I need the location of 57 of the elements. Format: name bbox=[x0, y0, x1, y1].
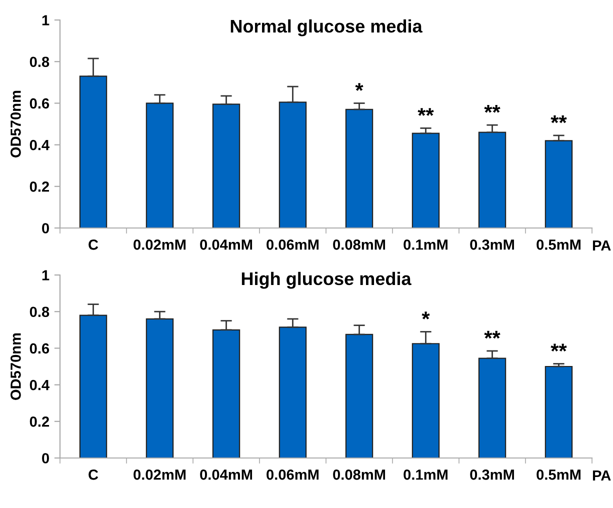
bar bbox=[478, 358, 506, 458]
x-tick-label: C bbox=[88, 469, 98, 480]
annotation: * bbox=[422, 312, 430, 320]
x-tick-label: 0.04mM bbox=[200, 239, 252, 250]
bar bbox=[412, 343, 440, 458]
x-tick-label: 0.5mM bbox=[536, 239, 580, 250]
x-tick-label: 0.1mM bbox=[404, 469, 448, 480]
y-tick-label: 0.2 bbox=[30, 416, 49, 427]
bar bbox=[146, 318, 174, 458]
bar bbox=[544, 140, 573, 228]
y-tick-label: 0.4 bbox=[30, 380, 50, 390]
y-tick-label: 1 bbox=[42, 270, 50, 280]
annotation: ** bbox=[418, 108, 434, 116]
bar bbox=[345, 108, 374, 228]
bar bbox=[412, 132, 440, 228]
y-tick-label: 0 bbox=[42, 223, 49, 234]
x-tick-label: 0.04mM bbox=[200, 469, 252, 480]
x-tick-label: 0.06mM bbox=[266, 469, 319, 480]
annotation: ** bbox=[550, 344, 567, 352]
x-axis-title: PA bbox=[592, 240, 611, 250]
bar bbox=[278, 102, 307, 228]
annotation: * bbox=[355, 83, 364, 91]
y-tick-label: 0.6 bbox=[30, 343, 50, 354]
x-tick-label: 0.08mM bbox=[333, 469, 386, 480]
annotation: ** bbox=[550, 115, 567, 124]
bar bbox=[478, 132, 506, 228]
y-tick-label: 0.8 bbox=[30, 306, 50, 318]
bar bbox=[278, 326, 307, 458]
x-tick-label: 0.3mM bbox=[470, 469, 514, 480]
y-tick-label: 0 bbox=[42, 453, 49, 464]
y-tick-label: 0.2 bbox=[30, 182, 49, 192]
bar bbox=[345, 334, 374, 458]
x-tick-label: 0.02mM bbox=[134, 239, 186, 250]
annotation: ** bbox=[484, 104, 500, 113]
y-tick-label: 0.6 bbox=[30, 98, 50, 109]
bar bbox=[212, 329, 240, 458]
bar bbox=[544, 366, 573, 458]
x-tick-label: 0.08mM bbox=[333, 239, 386, 250]
x-tick-label: 0.5mM bbox=[536, 469, 580, 480]
x-axis-title: PA bbox=[592, 470, 611, 480]
x-tick-label: 0.1mM bbox=[404, 239, 448, 250]
y-axis-title: OD570nm bbox=[10, 333, 21, 400]
bar bbox=[146, 102, 174, 228]
x-tick-label: 0.02mM bbox=[134, 469, 186, 480]
y-tick-label: 1 bbox=[42, 15, 50, 26]
annotation: ** bbox=[484, 330, 500, 339]
chart-title: Normal glucose media bbox=[230, 19, 422, 36]
y-tick-label: 0.4 bbox=[30, 140, 50, 150]
y-tick-label: 0.8 bbox=[30, 56, 50, 68]
x-tick-label: 0.06mM bbox=[266, 239, 319, 250]
y-axis-title: OD570nm bbox=[10, 90, 21, 158]
bar bbox=[79, 76, 108, 228]
x-tick-label: C bbox=[88, 239, 98, 250]
chart-title: High glucose media bbox=[242, 272, 412, 289]
bar bbox=[212, 104, 240, 228]
bar bbox=[79, 314, 108, 458]
x-tick-label: 0.3mM bbox=[470, 239, 514, 250]
